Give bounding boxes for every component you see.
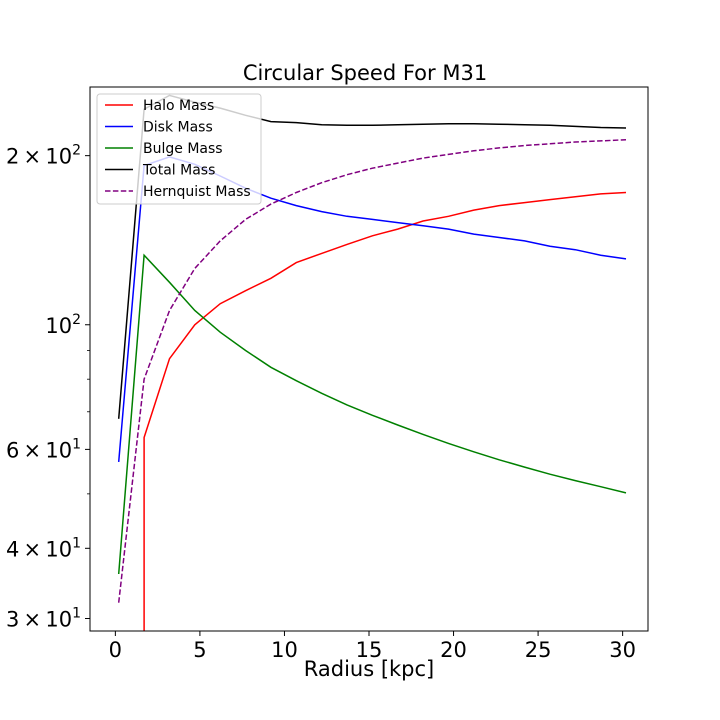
- y-axis-ticks: 3 × 101 4 × 101 6 × 101 102 2 × 102: [6, 143, 90, 631]
- chart-title: Circular Speed For M31: [243, 61, 487, 85]
- x-tick-label: 25: [525, 638, 552, 662]
- legend-label: Bulge Mass: [143, 141, 223, 157]
- y-tick-label: 102: [45, 312, 81, 338]
- x-axis-label: Radius [kpc]: [304, 657, 435, 681]
- series-line-halo-mass: [143, 191, 627, 631]
- x-tick-label: 20: [440, 638, 467, 662]
- x-axis-ticks: 0 5 10 15 20 25 30: [109, 631, 636, 662]
- x-tick-label: 15: [356, 638, 383, 662]
- x-tick-label: 10: [271, 638, 298, 662]
- legend-label: Disk Mass: [143, 120, 213, 136]
- plot-frame: [89, 86, 649, 632]
- series-line-hernquist-mass: [117, 138, 627, 603]
- legend-label: Hernquist Mass: [143, 184, 251, 200]
- legend: Halo Mass Disk Mass Bulge Mass Total Mass He…: [96, 93, 262, 205]
- series-line-bulge-mass: [117, 253, 627, 575]
- legend-label: Halo Mass: [143, 98, 214, 114]
- y-tick-label: 3 × 101: [6, 605, 81, 631]
- y-tick-label: 6 × 101: [6, 436, 81, 462]
- x-tick-label: 5: [193, 638, 206, 662]
- x-tick-label: 30: [609, 638, 636, 662]
- legend-label: Total Mass: [142, 163, 215, 179]
- x-tick-label: 0: [109, 638, 122, 662]
- legend-box: [96, 93, 262, 205]
- y-tick-label: 4 × 101: [6, 535, 81, 561]
- y-tick-label: 2 × 102: [6, 143, 81, 169]
